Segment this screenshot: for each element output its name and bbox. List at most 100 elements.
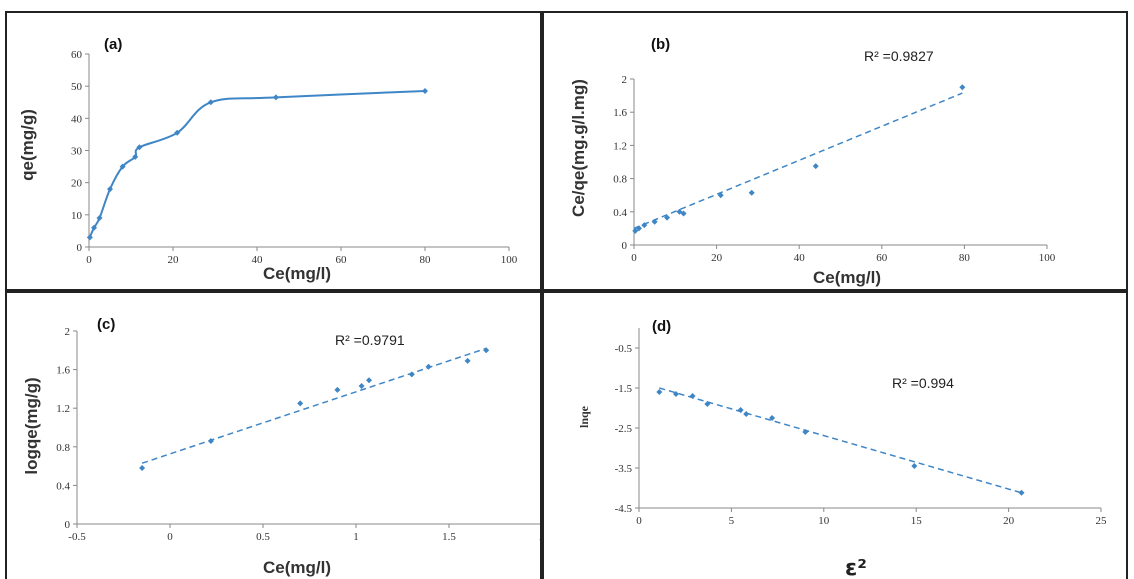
x-tick-label: 100 [1039, 252, 1056, 264]
data-point [802, 429, 809, 435]
x-tick-label: 20 [1003, 515, 1015, 527]
y-tick-label: 1.2 [613, 140, 627, 152]
data-point [334, 386, 341, 393]
x-tick-label: 0.5 [256, 531, 270, 543]
trend-line [659, 387, 1022, 494]
chart-a-ylabel: qe(mg/g) [18, 109, 37, 181]
series-line [88, 90, 426, 238]
x-tick-label: 10 [818, 515, 830, 527]
y-tick-label: 1.6 [56, 365, 70, 377]
data-point [743, 411, 750, 417]
data-point [408, 371, 415, 378]
chart-panel-c: -0.500.511.5200.40.81.21.62 (c) R² =0.97… [5, 291, 542, 579]
x-tick-label: 80 [420, 254, 432, 266]
y-tick-label: 50 [71, 81, 83, 93]
data-point [132, 153, 139, 160]
y-tick-label: 2 [65, 326, 71, 338]
data-point [717, 192, 724, 199]
x-tick-label: 80 [959, 252, 971, 264]
y-tick-label: -1.5 [615, 383, 633, 395]
chart-d-xlabel: ε² [845, 556, 867, 579]
chart-c-tag: (c) [97, 316, 115, 333]
data-point [96, 215, 103, 222]
data-point [672, 391, 679, 397]
x-tick-label: 1.5 [442, 531, 456, 543]
y-tick-label: 60 [71, 49, 83, 61]
data-point [911, 463, 918, 469]
data-point [748, 189, 755, 196]
data-point [664, 214, 671, 221]
y-tick-label: 2 [622, 74, 628, 86]
data-point [86, 234, 93, 241]
chart-c-xlabel: Ce(mg/l) [263, 558, 331, 577]
chart-c-r2: R² =0.9791 [335, 332, 405, 348]
y-tick-label: 0 [77, 242, 83, 254]
data-point [651, 218, 658, 225]
data-point [680, 210, 687, 217]
x-tick-label: 15 [911, 515, 923, 527]
data-point [207, 438, 214, 445]
trend-line [633, 92, 963, 230]
y-tick-label: -2.5 [615, 423, 633, 435]
chart-panel-a: 0 20 40 60 80 100 0 10 20 30 40 50 60 (a) Ce(mg/l) q… [5, 11, 542, 291]
y-tick-label: 0.4 [56, 480, 70, 492]
data-point [91, 224, 98, 231]
x-tick-label: 100 [501, 254, 518, 266]
data-point [641, 222, 648, 229]
chart-b-ylabel: Ce/qe(mg.g/l.mg) [569, 79, 588, 217]
data-point [139, 465, 146, 472]
trend-line [141, 347, 487, 464]
chart-panel-d: 0 5 10 15 20 25 -4.5 -3.5 -2.5 -1.5 -0.5 (d) R² =0… [542, 291, 1128, 579]
data-point [174, 129, 181, 136]
x-tick-label: 20 [711, 252, 723, 264]
data-point [107, 186, 113, 193]
chart-b-xlabel: Ce(mg/l) [813, 268, 881, 287]
y-tick-label: -0.5 [615, 343, 633, 355]
chart-b-r2: R² =0.9827 [864, 48, 934, 64]
x-tick-label: 0 [167, 531, 173, 543]
y-tick-label: 0 [622, 240, 628, 252]
data-point [689, 393, 696, 399]
data-point [737, 407, 744, 413]
x-tick-label: 40 [794, 252, 806, 264]
data-point [297, 400, 304, 407]
y-tick-label: 30 [71, 146, 83, 158]
y-tick-label: 0.8 [613, 174, 627, 186]
x-tick-label: 60 [876, 252, 888, 264]
x-tick-label: 25 [1096, 515, 1108, 527]
chart-c-svg: -0.500.511.5200.40.81.21.62 (c) R² =0.97… [22, 316, 540, 577]
y-tick-label: 0 [65, 519, 71, 531]
data-point [207, 99, 214, 106]
data-point [812, 163, 819, 170]
x-tick-label: 0 [86, 254, 92, 266]
y-tick-label: 0.4 [613, 207, 627, 219]
x-tick-label: 40 [252, 254, 264, 266]
chart-b-tag: (b) [651, 36, 670, 53]
data-point [358, 383, 365, 390]
data-point [272, 94, 279, 101]
data-point [656, 389, 663, 395]
y-tick-label: 20 [71, 178, 83, 190]
data-point [464, 357, 471, 364]
x-tick-label: 1 [353, 531, 359, 543]
x-tick-label: 0 [631, 252, 637, 264]
chart-a-svg: 0 20 40 60 80 100 0 10 20 30 40 50 60 (a) Ce(mg/l) q… [18, 36, 518, 283]
data-point [769, 415, 776, 421]
chart-d-tag: (d) [652, 318, 671, 335]
y-tick-label: 40 [71, 113, 83, 125]
data-point [635, 225, 642, 232]
data-point [632, 227, 639, 234]
y-tick-label: 0.8 [56, 442, 70, 454]
x-tick-label: 5 [729, 515, 735, 527]
chart-a-tag: (a) [104, 36, 122, 53]
x-tick-label: 20 [168, 254, 180, 266]
data-point [136, 144, 143, 151]
data-point [366, 377, 373, 384]
data-point [119, 163, 126, 170]
y-tick-label: -4.5 [615, 503, 633, 515]
data-point [422, 87, 428, 94]
chart-d-r2: R² =0.994 [892, 375, 954, 391]
data-point [1018, 489, 1025, 496]
chart-panel-b: 0 20 40 60 80 100 0 0.4 0.8 1.2 1.6 2 (b) R² =0.982… [542, 11, 1128, 291]
chart-d-ylabel: lnqe [577, 405, 591, 428]
